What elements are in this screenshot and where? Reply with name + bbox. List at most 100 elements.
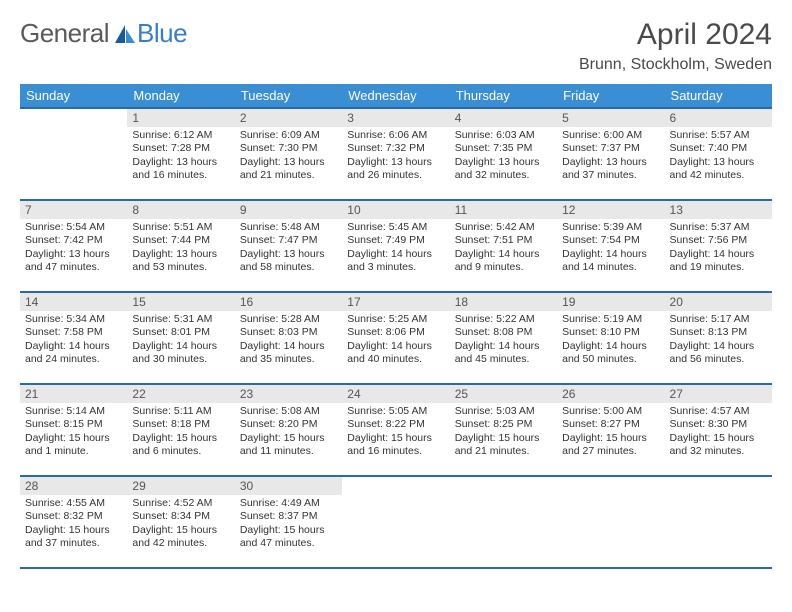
day-body: Sunrise: 5:51 AMSunset: 7:44 PMDaylight:… [127,219,234,279]
day-body: Sunrise: 4:55 AMSunset: 8:32 PMDaylight:… [20,495,127,555]
day-number: 11 [450,201,557,219]
calendar-day: 3Sunrise: 6:06 AMSunset: 7:32 PMDaylight… [342,108,449,200]
logo-text-1: General [20,18,109,49]
day-body: Sunrise: 5:54 AMSunset: 7:42 PMDaylight:… [20,219,127,279]
day-body: Sunrise: 5:03 AMSunset: 8:25 PMDaylight:… [450,403,557,463]
day-body: Sunrise: 5:39 AMSunset: 7:54 PMDaylight:… [557,219,664,279]
day-body: Sunrise: 6:12 AMSunset: 7:28 PMDaylight:… [127,127,234,187]
day-number: 22 [127,385,234,403]
calendar-day: 19Sunrise: 5:19 AMSunset: 8:10 PMDayligh… [557,292,664,384]
calendar-day: 14Sunrise: 5:34 AMSunset: 7:58 PMDayligh… [20,292,127,384]
day-body: Sunrise: 6:06 AMSunset: 7:32 PMDaylight:… [342,127,449,187]
day-body: Sunrise: 5:34 AMSunset: 7:58 PMDaylight:… [20,311,127,371]
day-body: Sunrise: 4:57 AMSunset: 8:30 PMDaylight:… [665,403,772,463]
day-number: 23 [235,385,342,403]
day-number: 15 [127,293,234,311]
calendar-day: 21Sunrise: 5:14 AMSunset: 8:15 PMDayligh… [20,384,127,476]
calendar-day: 30Sunrise: 4:49 AMSunset: 8:37 PMDayligh… [235,476,342,568]
calendar-day: 25Sunrise: 5:03 AMSunset: 8:25 PMDayligh… [450,384,557,476]
calendar-day: 23Sunrise: 5:08 AMSunset: 8:20 PMDayligh… [235,384,342,476]
day-number: 20 [665,293,772,311]
day-number: 28 [20,477,127,495]
day-body: Sunrise: 5:45 AMSunset: 7:49 PMDaylight:… [342,219,449,279]
calendar-day: 10Sunrise: 5:45 AMSunset: 7:49 PMDayligh… [342,200,449,292]
day-number: 14 [20,293,127,311]
day-body: Sunrise: 5:42 AMSunset: 7:51 PMDaylight:… [450,219,557,279]
day-body: Sunrise: 6:00 AMSunset: 7:37 PMDaylight:… [557,127,664,187]
calendar-day: 22Sunrise: 5:11 AMSunset: 8:18 PMDayligh… [127,384,234,476]
calendar-day: 16Sunrise: 5:28 AMSunset: 8:03 PMDayligh… [235,292,342,384]
day-number: 12 [557,201,664,219]
weekday-header: Saturday [665,84,772,108]
day-body: Sunrise: 5:05 AMSunset: 8:22 PMDaylight:… [342,403,449,463]
calendar-row: 21Sunrise: 5:14 AMSunset: 8:15 PMDayligh… [20,384,772,476]
calendar-day: 29Sunrise: 4:52 AMSunset: 8:34 PMDayligh… [127,476,234,568]
day-number: 27 [665,385,772,403]
day-number: 5 [557,109,664,127]
calendar-day-empty [20,108,127,200]
calendar-table: SundayMondayTuesdayWednesdayThursdayFrid… [20,84,772,569]
day-body: Sunrise: 5:14 AMSunset: 8:15 PMDaylight:… [20,403,127,463]
calendar-day-empty [342,476,449,568]
day-body: Sunrise: 5:25 AMSunset: 8:06 PMDaylight:… [342,311,449,371]
calendar-day: 8Sunrise: 5:51 AMSunset: 7:44 PMDaylight… [127,200,234,292]
day-number: 9 [235,201,342,219]
calendar-day-empty [665,476,772,568]
calendar-day: 26Sunrise: 5:00 AMSunset: 8:27 PMDayligh… [557,384,664,476]
day-number: 6 [665,109,772,127]
day-number: 8 [127,201,234,219]
day-number: 26 [557,385,664,403]
day-number: 16 [235,293,342,311]
day-body: Sunrise: 5:57 AMSunset: 7:40 PMDaylight:… [665,127,772,187]
calendar-day: 15Sunrise: 5:31 AMSunset: 8:01 PMDayligh… [127,292,234,384]
calendar-day-empty [557,476,664,568]
day-number: 3 [342,109,449,127]
calendar-day: 12Sunrise: 5:39 AMSunset: 7:54 PMDayligh… [557,200,664,292]
calendar-day: 7Sunrise: 5:54 AMSunset: 7:42 PMDaylight… [20,200,127,292]
calendar-head: SundayMondayTuesdayWednesdayThursdayFrid… [20,84,772,108]
weekday-header: Friday [557,84,664,108]
day-number: 10 [342,201,449,219]
calendar-body: 1Sunrise: 6:12 AMSunset: 7:28 PMDaylight… [20,108,772,568]
day-body: Sunrise: 5:28 AMSunset: 8:03 PMDaylight:… [235,311,342,371]
day-body: Sunrise: 4:52 AMSunset: 8:34 PMDaylight:… [127,495,234,555]
logo-text-2: Blue [137,18,187,49]
day-body: Sunrise: 5:37 AMSunset: 7:56 PMDaylight:… [665,219,772,279]
day-body: Sunrise: 5:11 AMSunset: 8:18 PMDaylight:… [127,403,234,463]
day-body: Sunrise: 4:49 AMSunset: 8:37 PMDaylight:… [235,495,342,555]
day-number: 24 [342,385,449,403]
day-number: 30 [235,477,342,495]
calendar-day: 24Sunrise: 5:05 AMSunset: 8:22 PMDayligh… [342,384,449,476]
day-body: Sunrise: 5:08 AMSunset: 8:20 PMDaylight:… [235,403,342,463]
calendar-row: 28Sunrise: 4:55 AMSunset: 8:32 PMDayligh… [20,476,772,568]
day-body: Sunrise: 5:19 AMSunset: 8:10 PMDaylight:… [557,311,664,371]
calendar-day: 28Sunrise: 4:55 AMSunset: 8:32 PMDayligh… [20,476,127,568]
day-body: Sunrise: 5:48 AMSunset: 7:47 PMDaylight:… [235,219,342,279]
day-number: 1 [127,109,234,127]
weekday-header: Tuesday [235,84,342,108]
calendar-day: 2Sunrise: 6:09 AMSunset: 7:30 PMDaylight… [235,108,342,200]
day-number: 18 [450,293,557,311]
day-number: 17 [342,293,449,311]
calendar-day: 6Sunrise: 5:57 AMSunset: 7:40 PMDaylight… [665,108,772,200]
weekday-header: Sunday [20,84,127,108]
day-number: 7 [20,201,127,219]
month-title: April 2024 [579,18,772,52]
location: Brunn, Stockholm, Sweden [579,56,772,74]
calendar-row: 14Sunrise: 5:34 AMSunset: 7:58 PMDayligh… [20,292,772,384]
day-number: 19 [557,293,664,311]
day-number: 2 [235,109,342,127]
day-body: Sunrise: 5:31 AMSunset: 8:01 PMDaylight:… [127,311,234,371]
calendar-day: 18Sunrise: 5:22 AMSunset: 8:08 PMDayligh… [450,292,557,384]
day-number: 29 [127,477,234,495]
weekday-header: Monday [127,84,234,108]
day-number: 4 [450,109,557,127]
day-number: 25 [450,385,557,403]
calendar-day: 13Sunrise: 5:37 AMSunset: 7:56 PMDayligh… [665,200,772,292]
calendar-day: 9Sunrise: 5:48 AMSunset: 7:47 PMDaylight… [235,200,342,292]
calendar-day: 4Sunrise: 6:03 AMSunset: 7:35 PMDaylight… [450,108,557,200]
day-number: 13 [665,201,772,219]
day-body: Sunrise: 5:00 AMSunset: 8:27 PMDaylight:… [557,403,664,463]
day-body: Sunrise: 5:22 AMSunset: 8:08 PMDaylight:… [450,311,557,371]
calendar-day: 5Sunrise: 6:00 AMSunset: 7:37 PMDaylight… [557,108,664,200]
